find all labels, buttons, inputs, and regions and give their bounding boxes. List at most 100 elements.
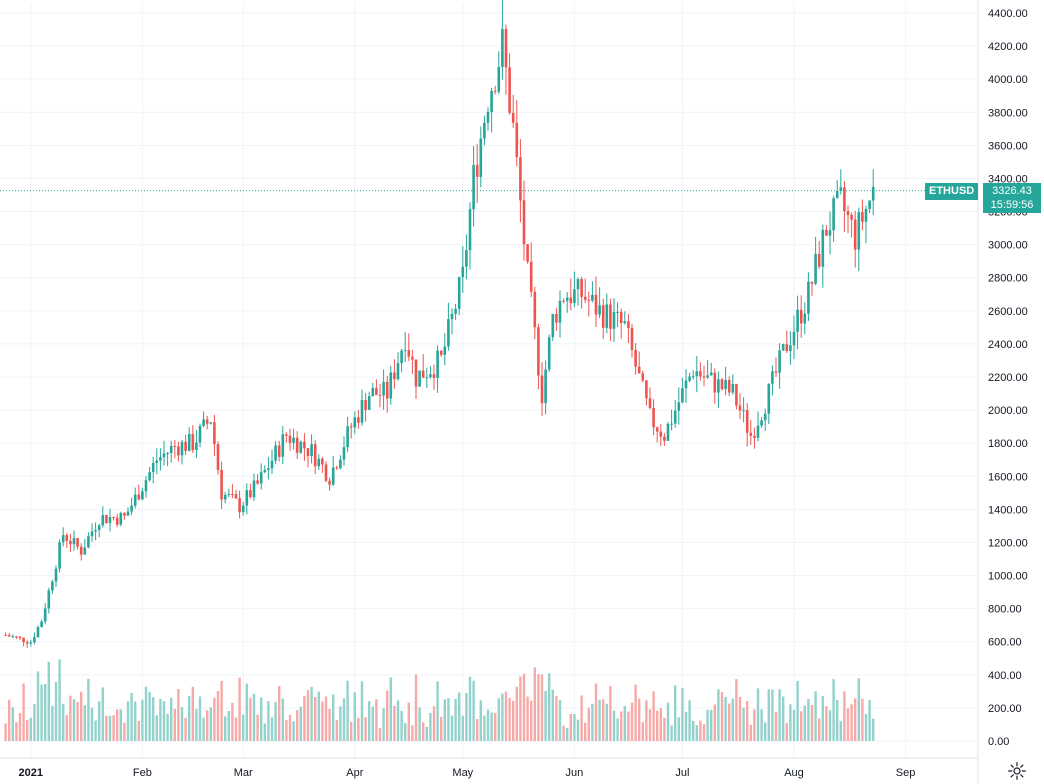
candle-body — [573, 289, 576, 304]
volume-bar — [263, 723, 266, 741]
y-tick-label: 400.00 — [988, 670, 1022, 682]
volume-bar — [648, 709, 652, 741]
candle-body — [159, 457, 162, 461]
candle-body — [331, 467, 335, 485]
candle-body — [598, 305, 601, 315]
candle-body — [623, 321, 627, 324]
candle-body — [382, 381, 385, 396]
volume-bar — [184, 717, 187, 741]
candle-body — [461, 266, 465, 277]
volume-bar — [418, 707, 421, 741]
candle-body — [871, 186, 875, 201]
volume-bar — [180, 707, 184, 741]
candle-body — [738, 405, 742, 411]
volume-bar — [296, 710, 299, 741]
candle-body — [519, 157, 522, 201]
candle-body — [396, 363, 400, 380]
candle-body — [702, 376, 706, 378]
candle-body — [54, 568, 58, 582]
candle-body — [558, 300, 562, 323]
volume-bar — [396, 700, 400, 741]
volume-bar — [872, 718, 875, 741]
volume-bar — [306, 690, 310, 741]
volume-bar — [422, 722, 425, 741]
volume-bar — [454, 698, 457, 741]
candle-body — [508, 67, 511, 113]
volume-bar — [558, 700, 562, 741]
volume-bar — [544, 690, 547, 741]
volume-bar — [656, 710, 659, 741]
candle-body — [259, 472, 263, 484]
y-tick-label: 800.00 — [988, 604, 1022, 616]
candle-body — [821, 229, 825, 267]
volume-bar — [504, 691, 508, 741]
volume-bar — [555, 695, 558, 741]
volume-bar — [105, 715, 108, 741]
candle-body — [51, 581, 54, 591]
volume-bar — [486, 709, 490, 741]
volume-bar — [270, 717, 274, 741]
volume-bar — [609, 686, 612, 741]
candle-body — [418, 370, 421, 387]
candle-body — [709, 372, 713, 376]
candle-body — [285, 434, 288, 436]
volume-bar — [371, 706, 374, 741]
candle-body — [256, 480, 259, 484]
volume-bar — [526, 696, 529, 741]
volume-bar — [825, 706, 828, 741]
volume-bar — [857, 678, 860, 741]
volume-bar — [429, 712, 432, 741]
candle-body — [699, 371, 702, 377]
settings-gear-icon[interactable] — [1008, 762, 1026, 780]
volume-bar — [51, 705, 54, 741]
volume-bar — [4, 723, 7, 741]
volume-bar — [339, 706, 342, 741]
candle-body — [22, 637, 25, 643]
volume-bar — [252, 693, 256, 741]
volume-bar — [353, 692, 356, 741]
candle-body — [353, 417, 357, 428]
volume-bar — [357, 717, 360, 741]
volume-bar — [195, 709, 198, 741]
volume-bar — [850, 704, 853, 741]
x-tick-label: Jun — [566, 767, 584, 779]
candle-body — [123, 512, 126, 516]
candle-body — [724, 379, 727, 390]
volume-bar — [569, 713, 572, 741]
last-price: 3326.43 — [992, 185, 1032, 197]
candle-body — [857, 212, 861, 250]
volume-bar — [796, 680, 799, 741]
volume-bar — [638, 698, 641, 741]
volume-bar — [792, 709, 796, 741]
volume-bar — [432, 706, 436, 741]
candle-body — [292, 437, 295, 443]
volume-bar — [436, 681, 439, 741]
candle-body — [778, 350, 781, 373]
y-tick-label: 3600.00 — [988, 140, 1028, 152]
volume-bar — [843, 691, 846, 741]
x-tick-label: Sep — [896, 767, 916, 779]
volume-bar — [400, 710, 403, 741]
candle-body — [400, 350, 403, 364]
volume-bar — [846, 708, 850, 741]
candle-body — [76, 538, 79, 547]
candle-body — [781, 344, 785, 351]
candle-body — [868, 200, 871, 209]
candle-body — [576, 279, 580, 290]
candle-body — [317, 458, 321, 467]
candle-body — [562, 300, 565, 302]
y-tick-label: 3800.00 — [988, 107, 1028, 119]
volume-bar — [785, 723, 788, 741]
volume-bar — [260, 697, 263, 741]
candle-body — [403, 350, 407, 352]
volume-bar — [47, 661, 50, 741]
volume-bar — [767, 689, 770, 741]
volume-bar — [36, 671, 40, 741]
candle-body — [796, 309, 799, 332]
volume-bar — [699, 720, 702, 741]
candle-body — [681, 388, 684, 403]
volume-bar — [756, 688, 760, 741]
candle-body — [717, 379, 720, 393]
candle-body — [756, 425, 760, 438]
